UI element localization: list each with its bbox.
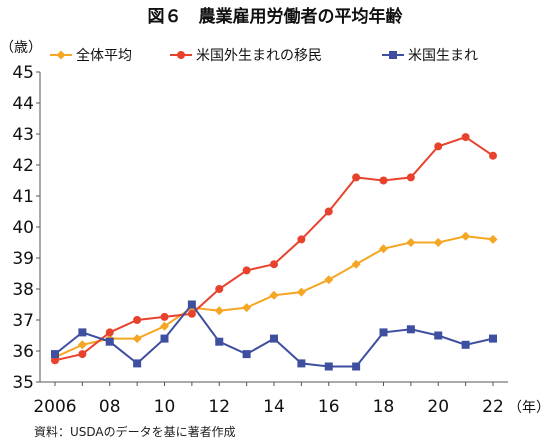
legend: 全体平均 米国外生まれの移民 米国生まれ (50, 47, 478, 64)
data-point (105, 328, 114, 337)
data-point (133, 316, 142, 324)
legend-label: 米国外生まれの移民 (196, 48, 322, 64)
data-point (379, 244, 388, 254)
data-point (351, 259, 361, 269)
data-point (214, 306, 224, 316)
legend-item-1: 全体平均 (50, 47, 132, 64)
data-point (187, 300, 196, 309)
chart-title: 図６ 農業雇用労働者の平均年齢 (148, 6, 404, 27)
legend-marker (177, 51, 185, 59)
data-point (488, 234, 498, 244)
data-point (51, 356, 59, 365)
data-point (160, 321, 169, 331)
y-axis-unit: （歳） (0, 40, 42, 56)
x-tick-label: 18 (373, 397, 395, 417)
x-tick-label: 14 (263, 397, 285, 417)
data-point (433, 238, 443, 247)
data-point (105, 337, 114, 346)
y-tick-label: 35 (12, 373, 34, 393)
data-point (352, 362, 361, 371)
legend-item-3: 米国生まれ (382, 48, 478, 64)
data-point (160, 312, 169, 321)
data-point (132, 334, 142, 344)
legend-label: 全体平均 (76, 47, 132, 64)
data-point (379, 328, 388, 337)
data-point (269, 290, 279, 300)
data-point (434, 331, 443, 340)
data-point (133, 359, 142, 368)
legend-marker (56, 50, 66, 60)
data-point (434, 142, 443, 151)
data-point (324, 362, 333, 371)
data-point (242, 303, 252, 313)
y-tick-label: 36 (12, 342, 34, 362)
data-point (406, 173, 415, 182)
data-point (297, 235, 306, 244)
y-tick-label: 38 (12, 280, 34, 300)
legend-label: 米国生まれ (408, 48, 478, 64)
data-point (461, 133, 470, 142)
y-tick-label: 40 (12, 218, 34, 238)
y-tick-label: 44 (12, 94, 34, 114)
x-tick-label: 12 (208, 397, 230, 417)
data-point (215, 337, 224, 346)
x-tick-label: 16 (318, 397, 340, 417)
data-point (77, 340, 87, 350)
data-point (461, 231, 471, 241)
data-point (406, 325, 415, 334)
data-point (270, 260, 278, 269)
data-point (379, 176, 388, 185)
x-tick-label: 2006 (33, 397, 76, 417)
x-tick-label: 20 (427, 397, 449, 417)
series-line (54, 135, 494, 362)
x-tick-label: 10 (154, 397, 176, 417)
x-tick-label: 08 (99, 397, 121, 417)
data-point (489, 334, 497, 343)
data-point (242, 266, 251, 275)
data-point (324, 207, 333, 216)
plot-area: 35 36 37 38 39 40 41 42 43 44 45 2006 08 10 12 14 16 18 20… (12, 63, 508, 417)
data-point (187, 309, 196, 318)
data-point (160, 334, 169, 343)
data-point (242, 350, 251, 359)
series-2 (51, 133, 497, 365)
data-point (78, 328, 87, 337)
data-point (489, 151, 497, 160)
data-point (78, 350, 87, 359)
y-tick-label: 43 (12, 125, 34, 145)
source-note: 資料：USDAのデータを基に著者作成 (34, 424, 236, 439)
data-point (270, 334, 278, 343)
data-point (215, 285, 224, 293)
data-point (297, 359, 306, 368)
y-tick-label: 39 (12, 249, 34, 269)
y-tick-label: 37 (12, 311, 34, 331)
data-point (461, 340, 470, 349)
x-axis-unit: （年） (508, 400, 550, 416)
data-point (51, 350, 59, 359)
data-point (352, 173, 361, 182)
x-tick-label: 22 (482, 397, 504, 417)
data-point (296, 287, 306, 297)
series-3 (51, 300, 497, 371)
legend-marker (389, 51, 397, 59)
y-tick-label: 42 (12, 156, 34, 176)
data-point (324, 275, 334, 285)
y-tick-label: 45 (12, 63, 34, 83)
y-tick-label: 41 (12, 187, 34, 207)
legend-item-2: 米国外生まれの移民 (170, 48, 322, 64)
data-point (406, 238, 416, 247)
